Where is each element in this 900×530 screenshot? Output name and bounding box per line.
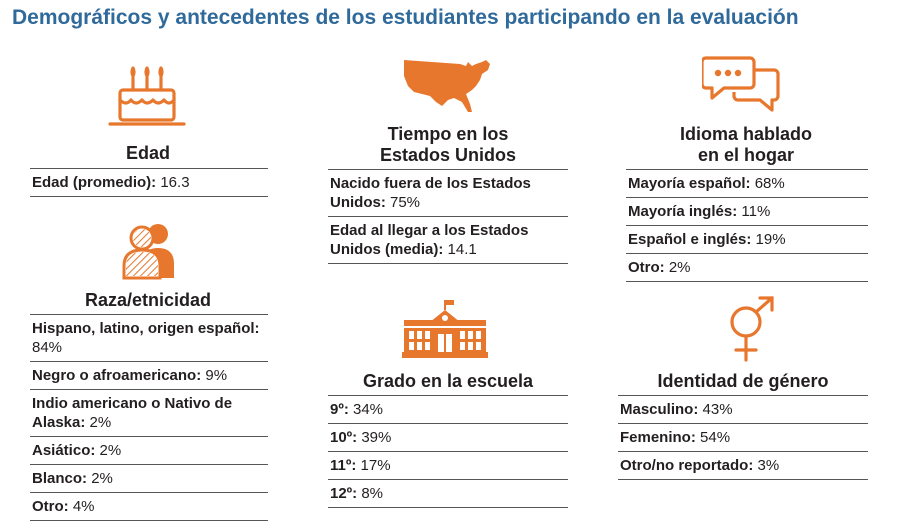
list-item: Negro o afroamericano: 9%: [30, 362, 268, 390]
grado-heading: Grado en la escuela: [362, 371, 534, 391]
genero-heading: Identidad de género: [657, 371, 829, 391]
idioma-heading: Idioma hablado en el hogar: [679, 124, 812, 165]
list-item: Otro/no reportado: 3%: [618, 452, 868, 480]
people-icon: [118, 220, 182, 280]
list-item: Hispano, latino, origen español: 84%: [30, 315, 268, 362]
tiempo-heading: Tiempo en los Estados Unidos: [379, 124, 517, 165]
list-item: Masculino: 43%: [618, 396, 868, 424]
list-item: Edad al llegar a los Estados Unidos (med…: [328, 217, 568, 264]
list-item: Otro: 4%: [30, 493, 268, 521]
list-item: Asiático: 2%: [30, 437, 268, 465]
list-item: 12º: 8%: [328, 480, 568, 508]
speech-bubbles-icon: [702, 54, 782, 116]
raza-heading: Raza/etnicidad: [84, 290, 212, 310]
school-building-icon: [400, 300, 490, 360]
tiempo-list: Nacido fuera de los Estados Unidos: 75% …: [328, 169, 568, 264]
list-item: 9º: 34%: [328, 396, 568, 424]
edad-list: Edad (promedio): 16.3: [30, 168, 268, 197]
edad-heading: Edad: [125, 143, 170, 163]
list-item: 10º: 39%: [328, 424, 568, 452]
gender-symbol-icon: [722, 294, 782, 364]
list-item: Mayoría español: 68%: [626, 170, 868, 198]
list-item: Español e inglés: 19%: [626, 226, 868, 254]
list-item: Mayoría inglés: 11%: [626, 198, 868, 226]
list-item: Edad (promedio): 16.3: [30, 169, 268, 197]
birthday-cake-icon: [106, 64, 188, 130]
list-item: 11º: 17%: [328, 452, 568, 480]
idioma-list: Mayoría español: 68% Mayoría inglés: 11%…: [626, 169, 868, 282]
genero-list: Masculino: 43% Femenino: 54% Otro/no rep…: [618, 395, 868, 480]
list-item: Indio americano o Nativo de Alaska: 2%: [30, 390, 268, 437]
usa-map-icon: [402, 56, 496, 114]
grado-list: 9º: 34% 10º: 39% 11º: 17% 12º: 8%: [328, 395, 568, 508]
raza-list: Hispano, latino, origen español: 84% Neg…: [30, 314, 268, 521]
list-item: Nacido fuera de los Estados Unidos: 75%: [328, 170, 568, 217]
page-title: Demográficos y antecedentes de los estud…: [12, 6, 799, 29]
list-item: Blanco: 2%: [30, 465, 268, 493]
list-item: Otro: 2%: [626, 254, 868, 282]
list-item: Femenino: 54%: [618, 424, 868, 452]
